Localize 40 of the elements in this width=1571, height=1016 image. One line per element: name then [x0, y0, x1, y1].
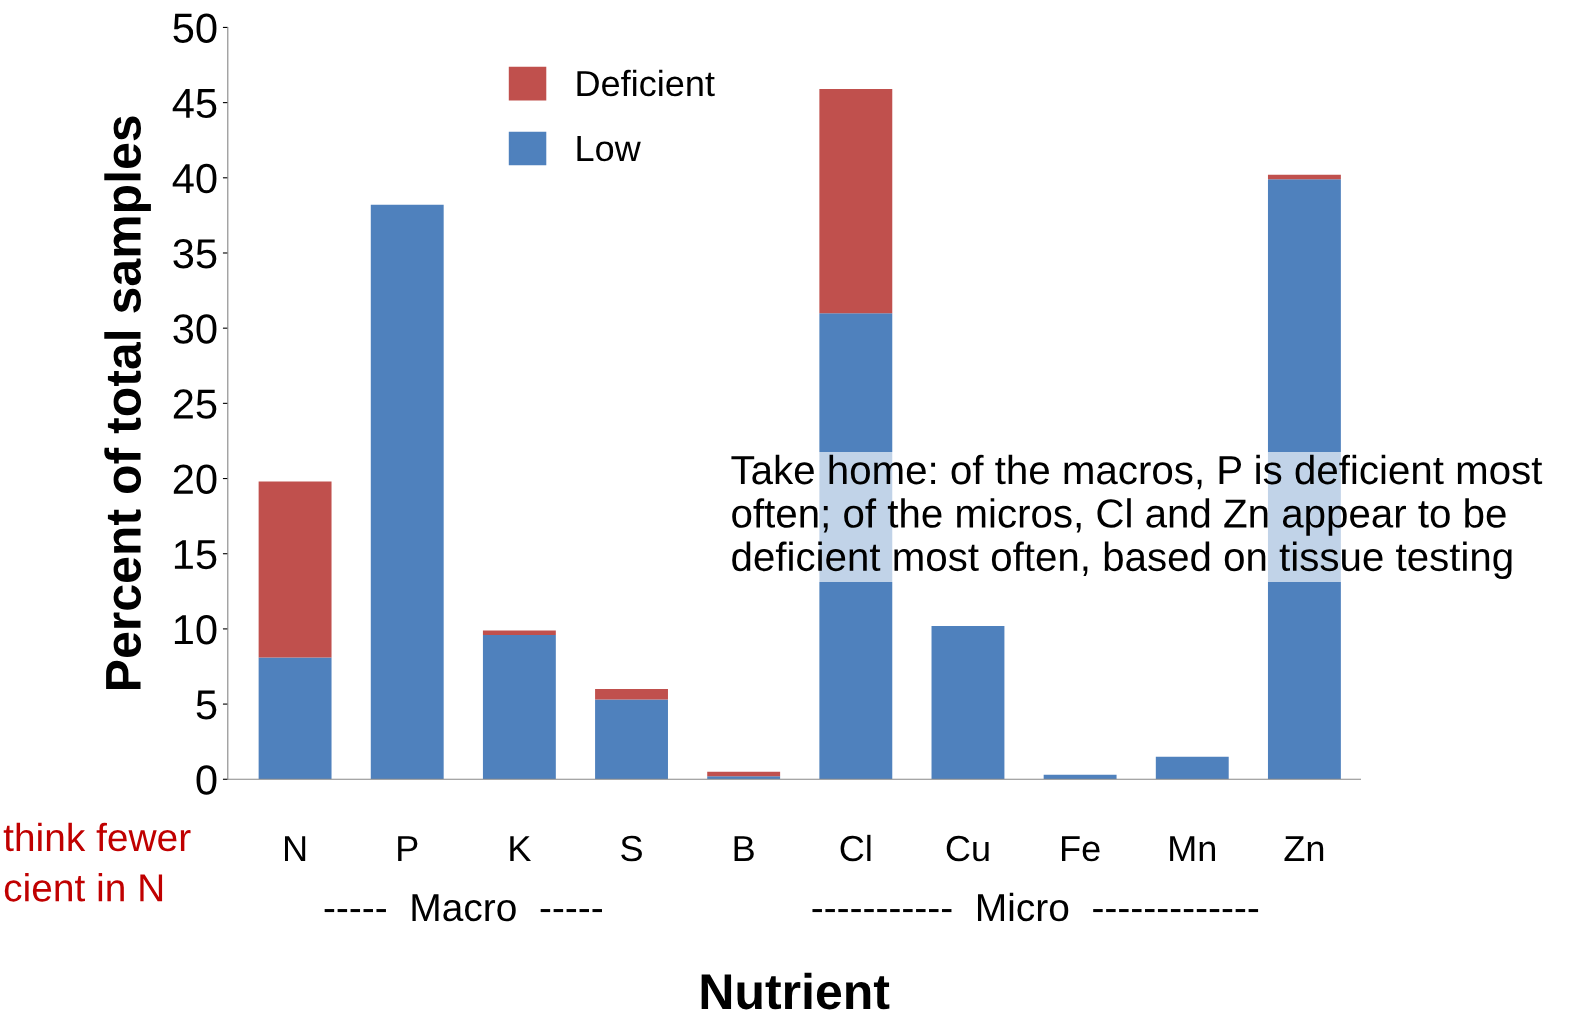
- y-tick-label: 5: [196, 690, 217, 720]
- bar: [258, 481, 332, 658]
- text: ----- Macro -----: [324, 894, 602, 922]
- y-tick-label: 35: [173, 238, 217, 269]
- annotation: Take home: of the macros, P is deficient most often; of the micros, Cl and Zn appear to be deficient most often, based on tissue testing: [731, 454, 1543, 580]
- text: think fewer cient in N: [3, 822, 191, 902]
- y-tick-label: 25: [173, 389, 217, 419]
- bar: [595, 699, 668, 780]
- text: ----------- Micro -------------: [812, 892, 1259, 922]
- bar: [595, 689, 668, 700]
- bar: [482, 630, 556, 635]
- y-tick-label: 20: [173, 464, 217, 495]
- x-tick-label: N: [285, 836, 306, 861]
- bar: [258, 657, 332, 780]
- x-tick-label: S: [621, 835, 642, 862]
- bar: [707, 776, 781, 780]
- legend-label: Deficient: [577, 69, 715, 97]
- y-tick-label: 10: [174, 614, 217, 645]
- y-tick-label: 45: [172, 89, 217, 119]
- y-tick-label: 15: [174, 540, 217, 570]
- legend-label: Low: [577, 136, 641, 162]
- x-tick-label: B: [734, 836, 754, 861]
- bar: [370, 204, 444, 780]
- x-axis-title: Nutrient: [701, 972, 890, 1010]
- y-axis-title: Percent of total samples: [104, 116, 151, 689]
- y-tick-label: 40: [172, 163, 217, 194]
- x-tick-label: Cu: [946, 835, 989, 862]
- x-tick-label: Mn: [1170, 836, 1215, 861]
- bar: [482, 634, 556, 780]
- x-tick-label: P: [398, 836, 418, 861]
- y-tick-label: 30: [173, 314, 217, 344]
- x-tick-label: K: [510, 836, 532, 861]
- x-tick-label: Zn: [1284, 836, 1324, 861]
- x-tick-label: Fe: [1062, 836, 1100, 862]
- y-tick-label: 50: [173, 13, 217, 43]
- bar: [1155, 756, 1229, 780]
- x-tick-label: Cl: [840, 834, 871, 862]
- bar: [819, 89, 893, 314]
- y-tick-label: 0: [196, 765, 217, 795]
- bar: [931, 625, 1005, 780]
